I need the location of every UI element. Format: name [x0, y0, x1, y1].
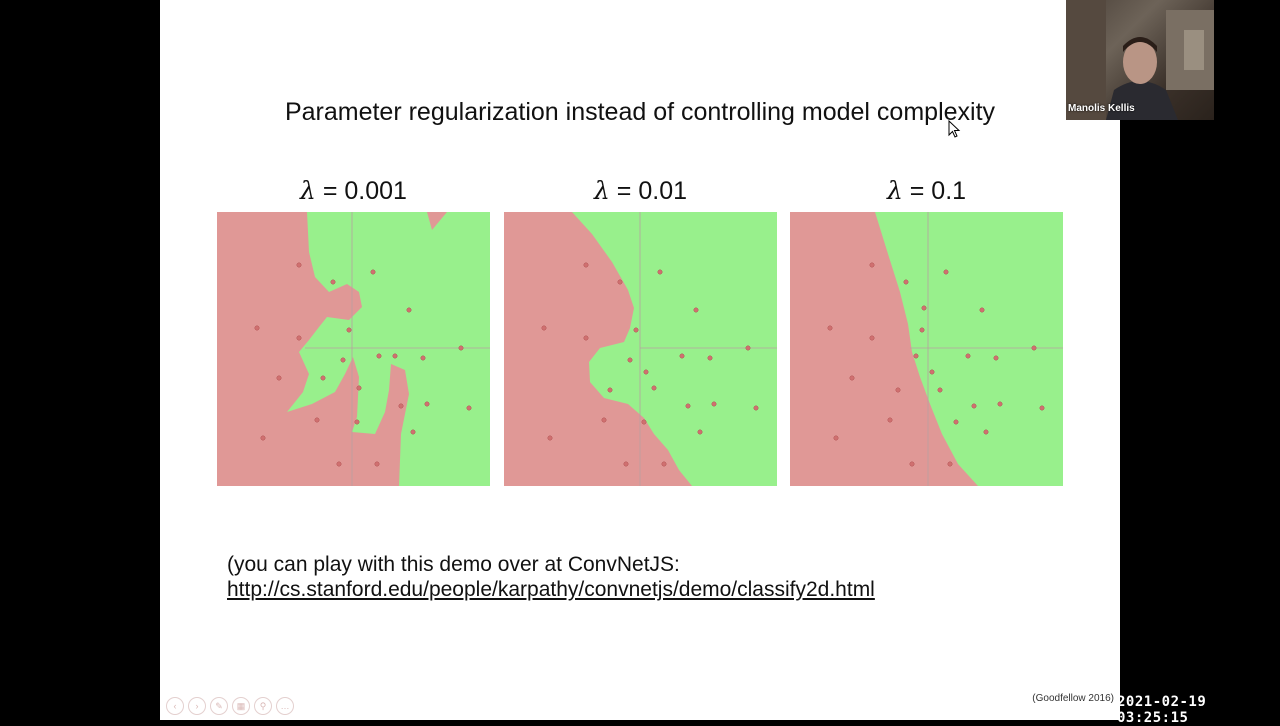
red-region: [504, 212, 692, 486]
lambda-symbol: λ: [886, 176, 903, 205]
more-icon[interactable]: …: [276, 697, 294, 715]
decision-boundary-panel-3: [790, 212, 1063, 486]
grid-icon[interactable]: ▦: [232, 697, 250, 715]
slide-title: Parameter regularization instead of cont…: [284, 98, 996, 126]
mouse-pointer-icon: [948, 120, 961, 138]
slide-controls: ‹ › ✎ ▦ ⚲ …: [166, 697, 294, 715]
lambda-value: = 0.01: [616, 177, 687, 205]
forward-icon[interactable]: ›: [188, 697, 206, 715]
webcam-video: Manolis Kellis: [1066, 0, 1214, 120]
citation: (Goodfellow 2016): [1032, 693, 1114, 704]
recording-timestamp: 2021-02-19 03:25:15: [1117, 694, 1207, 726]
back-icon[interactable]: ‹: [166, 697, 184, 715]
lambda-value: = 0.1: [909, 177, 967, 205]
red-region: [217, 212, 409, 486]
lambda-value: = 0.001: [322, 177, 407, 205]
red-region: [790, 212, 978, 486]
lambda-label-3: λ = 0.1: [790, 176, 1063, 206]
pen-icon[interactable]: ✎: [210, 697, 228, 715]
lambda-label-2: λ = 0.01: [504, 176, 777, 206]
red-region: [427, 212, 447, 230]
decision-boundary-panel-1: [217, 212, 490, 486]
decision-boundary-panel-2: [504, 212, 777, 486]
convnetjs-link[interactable]: http://cs.stanford.edu/people/karpathy/c…: [227, 578, 875, 601]
lambda-symbol: λ: [593, 176, 610, 205]
participant-video: [1066, 0, 1214, 120]
demo-note: (you can play with this demo over at Con…: [227, 553, 680, 576]
zoom-icon[interactable]: ⚲: [254, 697, 272, 715]
lambda-symbol: λ: [300, 176, 316, 205]
participant-name: Manolis Kellis: [1068, 103, 1135, 114]
lambda-label-1: λ = 0.001: [217, 176, 490, 206]
slide: Parameter regularization instead of cont…: [160, 0, 1120, 720]
